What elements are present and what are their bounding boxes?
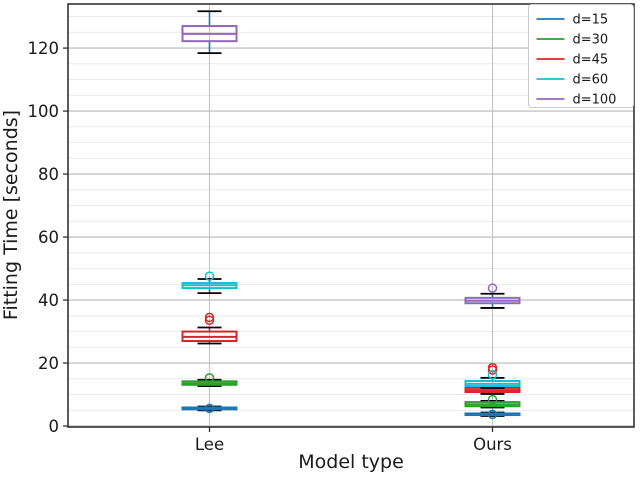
legend: d=15 d=30 d=45 d=60 d=100 — [528, 4, 634, 108]
box-d=30-Lee — [181, 373, 238, 387]
legend-label: d=60 — [573, 73, 609, 88]
y-tick-label: 20 — [38, 354, 59, 373]
axis-ticks: 0 20 40 60 80 100 120 Lee Ours — [28, 39, 512, 454]
legend-item: d=15 — [536, 13, 609, 28]
legend-label: d=30 — [573, 33, 609, 48]
flier-marker — [487, 409, 498, 420]
flier-marker — [487, 363, 498, 373]
box-d=100-Lee — [181, 10, 238, 55]
box-d=60-Lee — [181, 271, 238, 295]
legend-label: d=100 — [573, 93, 617, 108]
box-d=100-Ours — [464, 283, 521, 309]
flier-marker — [487, 283, 498, 293]
legend-label: d=45 — [573, 53, 609, 68]
y-tick-label: 40 — [38, 291, 59, 310]
legend-box — [528, 4, 634, 108]
legend-item: d=60 — [536, 73, 609, 88]
box-d=15-Lee — [181, 403, 238, 414]
boxplot-boxes — [181, 10, 521, 420]
y-tick-label: 120 — [28, 39, 60, 58]
flier-marker — [487, 369, 498, 380]
flier-marker — [204, 312, 215, 323]
x-tick-label: Ours — [473, 435, 512, 454]
y-tick-label: 80 — [38, 165, 59, 184]
legend-item: d=30 — [536, 33, 609, 48]
box-d=15-Ours — [464, 409, 521, 420]
flier-marker — [204, 315, 215, 325]
flier-marker — [204, 271, 215, 281]
y-tick-label: 100 — [28, 102, 60, 121]
gridlines — [68, 4, 634, 427]
y-tick-label: 0 — [49, 417, 60, 436]
y-axis-label: Fitting Time [seconds] — [0, 110, 22, 320]
plot-border — [67, 3, 635, 428]
box-d=45-Lee — [181, 312, 238, 345]
legend-label: d=15 — [573, 13, 609, 28]
x-tick-label: Lee — [195, 435, 224, 454]
legend-item: d=100 — [536, 93, 617, 108]
x-axis-label: Model type — [298, 451, 404, 473]
y-tick-label: 60 — [38, 228, 59, 247]
box-d=60-Ours — [464, 369, 521, 389]
flier-marker — [204, 373, 215, 383]
flier-marker — [204, 403, 215, 414]
flier-marker — [487, 394, 498, 405]
box-d=30-Ours — [464, 394, 521, 409]
legend-item: d=45 — [536, 53, 609, 68]
